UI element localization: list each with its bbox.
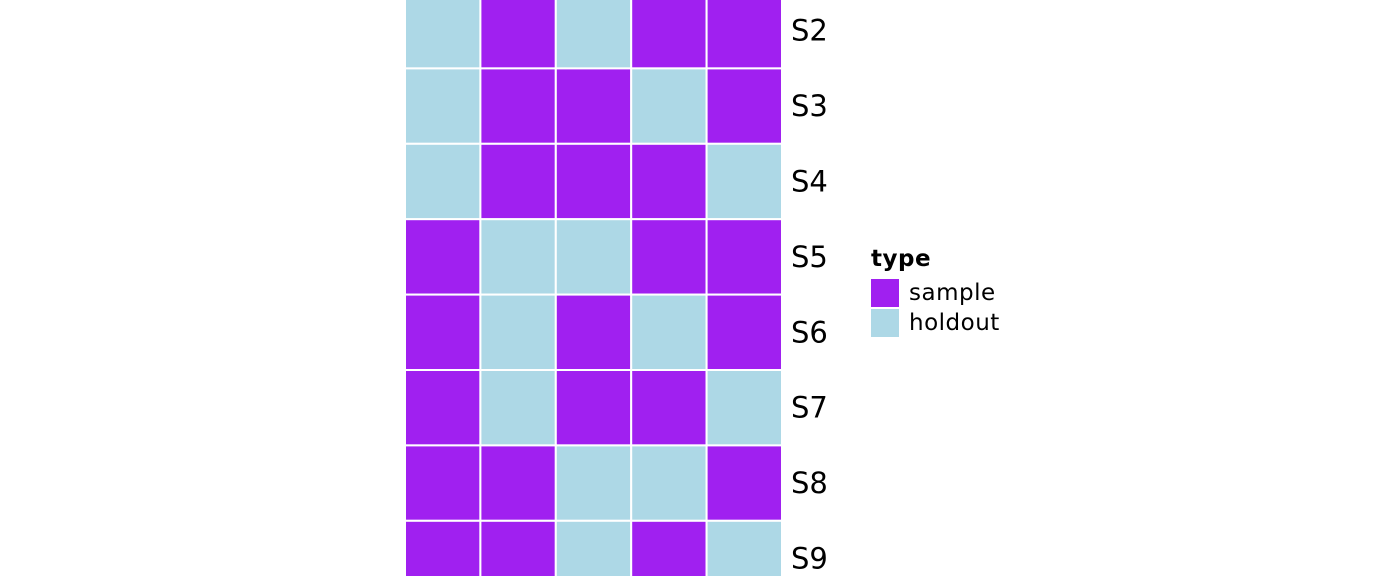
heatmap-cell-s8-col3-holdout	[554, 444, 633, 522]
heatmap-cell-s4-col1-holdout	[404, 142, 482, 221]
heatmap-cell-s3-col3-sample	[554, 67, 633, 145]
heatmap-cell-s4-col4-sample	[630, 142, 708, 221]
heatmap-cell-s7-col5-holdout	[705, 369, 783, 447]
row-label-s7: S7	[791, 391, 828, 425]
heatmap-cell-s3-col5-sample	[705, 67, 783, 145]
heatmap-cell-s9-col5-holdout	[705, 519, 783, 576]
heatmap-cell-s3-col1-holdout	[404, 67, 482, 145]
heatmap-cell-s3-col2-sample	[479, 67, 557, 145]
row-label-s9: S9	[791, 542, 828, 576]
heatmap-cell-s8-col2-sample	[479, 444, 557, 522]
legend-key-sample	[871, 279, 899, 307]
legend-title: type	[871, 246, 932, 272]
heatmap-cell-s2-col1-holdout	[404, 0, 482, 70]
row-label-s2: S2	[791, 14, 828, 48]
heatmap-cell-s2-col2-sample	[479, 0, 557, 70]
row-label-s4: S4	[791, 165, 828, 199]
heatmap-cell-s5-col1-sample	[404, 218, 482, 296]
row-label-s6: S6	[791, 315, 828, 349]
heatmap-cell-s4-col2-sample	[479, 142, 557, 221]
heatmap-cell-s6-col1-sample	[404, 293, 482, 372]
heatmap-cell-s5-col3-holdout	[554, 218, 633, 296]
heatmap-cell-s6-col5-sample	[705, 293, 783, 372]
heatmap-cell-s5-col5-sample	[705, 218, 783, 296]
heatmap-cell-s7-col4-sample	[630, 369, 708, 447]
heatmap-cell-s2-col5-sample	[705, 0, 783, 70]
heatmap-cell-s2-col3-holdout	[554, 0, 633, 70]
heatmap-cell-s8-col4-holdout	[630, 444, 708, 522]
legend-key-holdout	[871, 309, 899, 337]
row-label-s8: S8	[791, 466, 828, 500]
heatmap-cell-s8-col5-sample	[705, 444, 783, 522]
heatmap-cell-s5-col4-sample	[630, 218, 708, 296]
heatmap-cell-s4-col3-sample	[554, 142, 633, 221]
legend-label-sample: sample	[909, 280, 996, 306]
legend: type sample holdout	[871, 244, 1000, 338]
row-label-s3: S3	[791, 89, 828, 123]
legend-item-sample: sample	[871, 278, 1000, 308]
heatmap-cell-s7-col1-sample	[404, 369, 482, 447]
heatmap-cell-s2-col4-sample	[630, 0, 708, 70]
heatmap-cell-s6-col2-holdout	[479, 293, 557, 372]
heatmap-cell-s6-col3-sample	[554, 293, 633, 372]
heatmap-cell-s9-col2-sample	[479, 519, 557, 576]
legend-item-holdout: holdout	[871, 308, 1000, 338]
heatmap-cell-s9-col4-sample	[630, 519, 708, 576]
heatmap-cell-s9-col3-holdout	[554, 519, 633, 576]
heatmap-cell-s7-col2-holdout	[479, 369, 557, 447]
row-label-s5: S5	[791, 240, 828, 274]
heatmap-cell-s6-col4-holdout	[630, 293, 708, 372]
heatmap-cell-s4-col5-holdout	[705, 142, 783, 221]
heatmap-cells	[404, 0, 783, 576]
heatmap-cell-s5-col2-holdout	[479, 218, 557, 296]
legend-label-holdout: holdout	[909, 310, 1000, 336]
heatmap-cell-s9-col1-sample	[404, 519, 482, 576]
heatmap-cell-s7-col3-sample	[554, 369, 633, 447]
row-labels: S2 S3 S4 S5 S6 S7 S8 S9	[791, 14, 828, 576]
heatmap-cell-s8-col1-sample	[404, 444, 482, 522]
heatmap-cell-s3-col4-holdout	[630, 67, 708, 145]
